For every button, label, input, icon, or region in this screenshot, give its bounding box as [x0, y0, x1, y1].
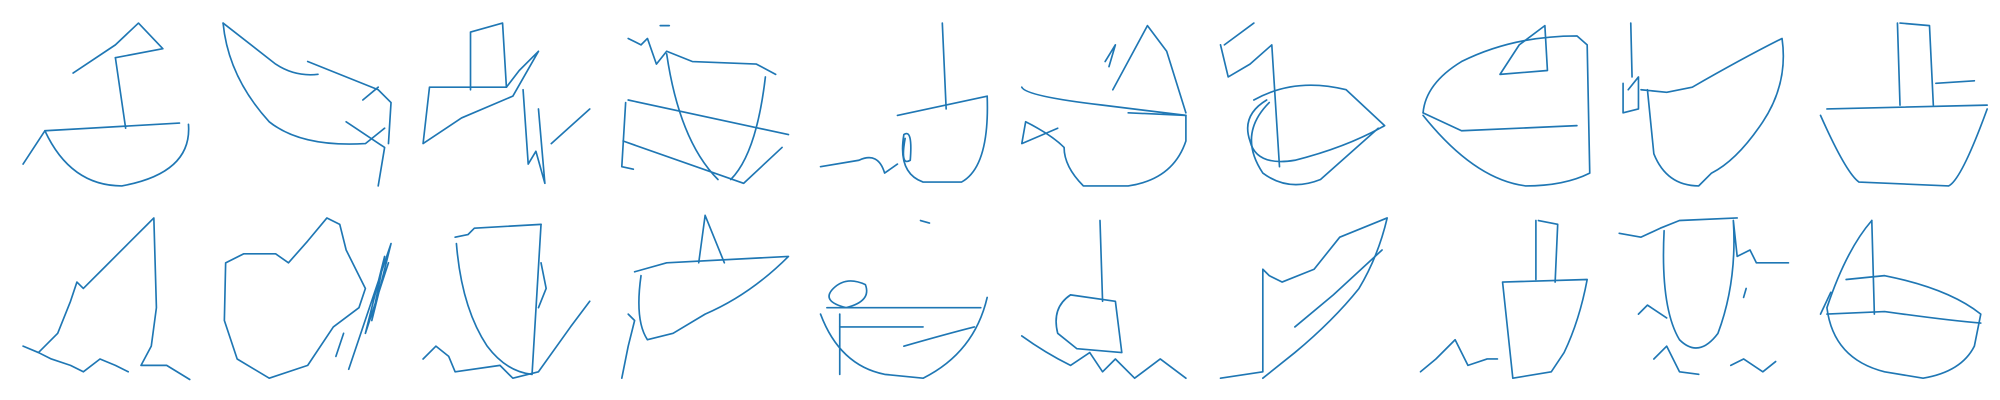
stroke [1935, 79, 1976, 85]
stroke [37, 351, 130, 373]
stroke [1537, 219, 1559, 283]
sketch [620, 24, 790, 185]
sketch [1419, 219, 1589, 380]
stroke [1020, 335, 1187, 380]
stroke [1899, 22, 1935, 106]
stroke [1826, 219, 1982, 380]
stroke [896, 95, 989, 183]
sketch [1618, 217, 1790, 376]
stroke [335, 332, 345, 358]
stroke [1729, 358, 1777, 373]
stroke [1826, 310, 1982, 324]
stroke [454, 223, 542, 239]
stroke [469, 22, 508, 91]
stroke [1055, 294, 1123, 354]
stroke [44, 122, 181, 132]
stroke [1419, 338, 1499, 373]
stroke [1896, 22, 1901, 106]
stroke [1294, 249, 1383, 328]
stroke [1422, 111, 1578, 132]
stroke [1618, 217, 1739, 239]
stroke [665, 53, 719, 181]
sketch [1219, 22, 1386, 186]
sketch [819, 22, 989, 183]
stroke [1640, 37, 1785, 187]
stroke [223, 217, 367, 380]
stroke [361, 86, 380, 101]
stroke [697, 214, 726, 264]
stroke [1819, 108, 1989, 187]
stroke [1219, 217, 1389, 380]
stroke [1629, 22, 1633, 78]
stroke [819, 156, 899, 174]
stroke [1250, 101, 1380, 186]
stroke [550, 108, 591, 145]
stroke [729, 76, 767, 181]
stroke [345, 120, 386, 187]
stroke [1127, 111, 1187, 117]
stroke [1223, 22, 1255, 46]
sketch [620, 214, 790, 380]
sketch [1819, 219, 1982, 380]
stroke [1622, 76, 1640, 114]
sketch [422, 22, 591, 185]
stroke [222, 22, 386, 145]
stroke [622, 140, 783, 185]
stroke [1020, 86, 1187, 187]
stroke [1819, 291, 1832, 315]
stroke [1099, 219, 1104, 303]
sketch [1020, 24, 1187, 187]
stroke [1637, 304, 1668, 319]
sketch [22, 217, 191, 381]
sketch [819, 219, 989, 380]
stroke [1653, 345, 1700, 376]
sketch [222, 22, 392, 187]
sketch [1819, 22, 1989, 187]
stroke [903, 326, 976, 347]
stroke [347, 242, 392, 371]
stroke [306, 60, 392, 145]
stroke [828, 280, 868, 309]
stroke [22, 123, 190, 187]
stroke [455, 223, 542, 376]
stroke [114, 56, 127, 130]
sketch [1622, 22, 1785, 187]
stroke [1111, 24, 1187, 114]
stroke [537, 261, 547, 309]
stroke [919, 219, 931, 224]
stroke [627, 99, 790, 136]
stroke [941, 22, 947, 110]
stroke [627, 37, 777, 76]
stroke [222, 22, 319, 76]
stroke [1246, 84, 1386, 163]
stroke [620, 101, 635, 171]
stroke [422, 50, 540, 145]
stroke [1499, 24, 1549, 76]
sketch [22, 22, 190, 187]
sketch [1219, 217, 1389, 380]
stroke [422, 300, 591, 380]
stroke [1870, 219, 1876, 315]
stroke [1422, 35, 1591, 187]
stroke [1742, 287, 1747, 299]
stroke [22, 217, 191, 381]
sketch [422, 223, 591, 380]
stroke [1219, 44, 1281, 168]
stroke [1104, 44, 1117, 68]
sketch [1422, 24, 1591, 187]
stroke [72, 22, 164, 74]
stroke [819, 296, 989, 380]
sketch [223, 217, 392, 380]
sketch [1020, 219, 1187, 380]
stroke [633, 255, 790, 341]
stroke [1662, 219, 1790, 349]
stroke [522, 88, 546, 185]
stroke [620, 313, 636, 380]
stroke [1501, 278, 1589, 380]
stroke [1826, 104, 1989, 110]
